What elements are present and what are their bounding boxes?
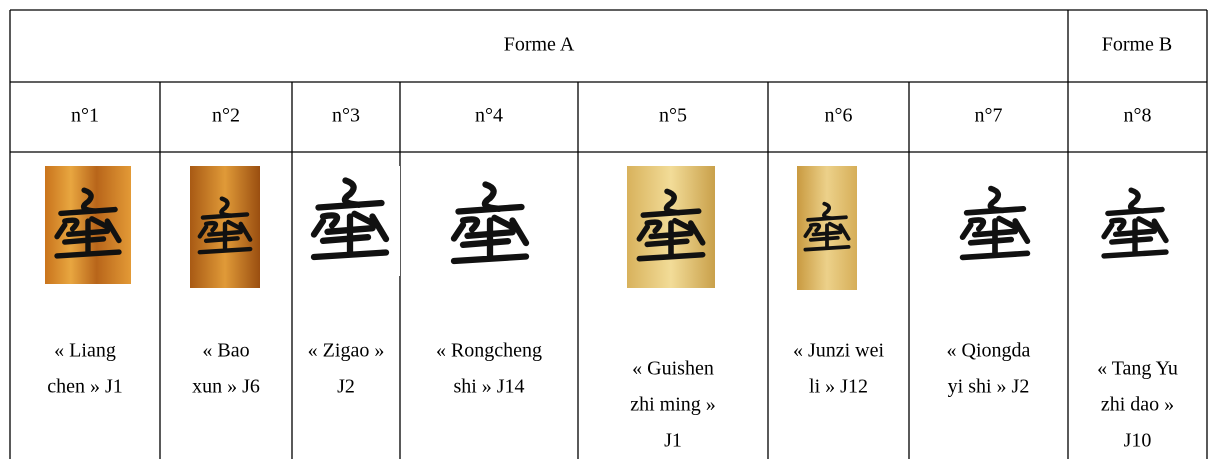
character-image	[45, 166, 131, 284]
character-image	[300, 166, 400, 276]
caption-line: « Tang Yu	[1097, 358, 1178, 380]
caption-line: « Rongcheng	[436, 340, 542, 362]
column-number: n°6	[825, 105, 853, 127]
glyph	[636, 188, 706, 262]
borders	[9, 9, 1208, 459]
caption-line: yi shi » J2	[948, 376, 1030, 398]
character-image	[627, 166, 715, 288]
character-image	[1092, 166, 1178, 284]
column-number: n°8	[1124, 105, 1152, 127]
column-number: n°4	[475, 105, 503, 127]
glyph	[803, 201, 851, 252]
caption-line: « Guishen	[632, 358, 714, 380]
character-image	[190, 166, 260, 288]
column-number: n°7	[975, 105, 1003, 127]
caption-line: « Junzi wei	[793, 340, 885, 362]
glyph	[54, 187, 122, 259]
caption-line: « Qiongda	[947, 340, 1031, 362]
caption-line: zhi dao »	[1101, 394, 1174, 416]
caption-line: shi » J14	[453, 376, 524, 398]
glyph	[1101, 187, 1169, 259]
caption-line: « Zigao »	[308, 340, 385, 362]
header-cell: Forme B	[1102, 34, 1173, 56]
column-number: n°1	[71, 105, 99, 127]
column-number: n°3	[332, 105, 360, 127]
header-cell: Forme A	[504, 34, 575, 56]
character-image	[797, 166, 857, 290]
glyph	[959, 185, 1031, 261]
caption-line: J2	[337, 376, 355, 398]
caption-line: li » J12	[809, 376, 868, 398]
column-number: n°2	[212, 105, 240, 127]
caption-line: xun » J6	[192, 376, 260, 398]
glyph	[310, 177, 390, 261]
glyph	[197, 196, 253, 255]
caption-line: J10	[1124, 430, 1152, 452]
caption-line: « Bao	[202, 340, 249, 362]
character-image	[950, 166, 1040, 284]
character-image	[440, 166, 540, 284]
column-number: n°5	[659, 105, 687, 127]
caption-line: « Liang	[54, 340, 116, 362]
caption-line: zhi ming »	[630, 394, 716, 416]
glyph	[450, 181, 530, 265]
caption-line: J1	[664, 430, 682, 452]
caption-line: chen » J1	[47, 376, 123, 398]
